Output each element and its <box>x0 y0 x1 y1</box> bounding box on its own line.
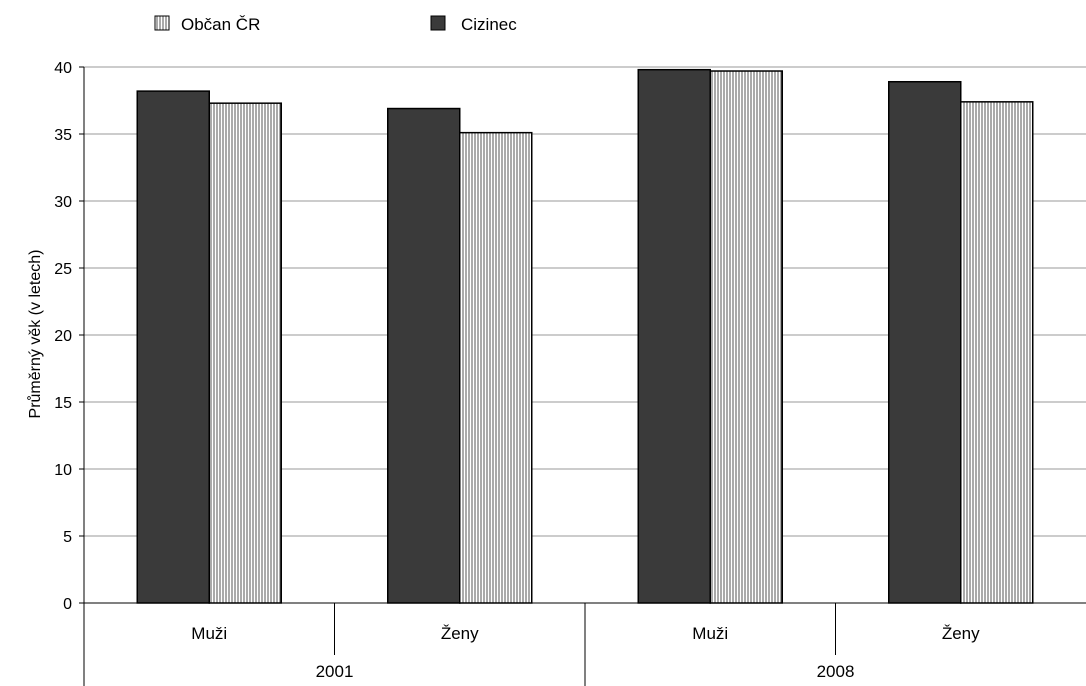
bar-obcan <box>208 102 282 604</box>
bar-obcan <box>960 101 1034 604</box>
y-tick-label: 20 <box>54 328 72 345</box>
y-tick-label: 15 <box>54 395 72 412</box>
x-category-label: Muži <box>692 624 728 643</box>
y-tick-label: 30 <box>54 194 72 211</box>
bar-obcan <box>709 70 783 604</box>
legend-swatch-cizinec <box>430 15 446 31</box>
y-tick-label: 0 <box>63 596 72 613</box>
y-axis-title: Průměrný věk (v letech) <box>26 250 44 419</box>
y-tick-label: 25 <box>54 261 72 278</box>
y-tick-label: 35 <box>54 127 72 144</box>
y-tick-label: 40 <box>54 60 72 77</box>
x-group-label: 2008 <box>817 662 855 681</box>
legend: Občan ČR Cizinec <box>154 15 517 34</box>
bar-cizinec <box>387 107 461 604</box>
bars <box>136 68 1034 604</box>
legend-item-obcan: Občan ČR <box>154 15 260 34</box>
axes <box>79 66 1086 686</box>
x-group-label: 2001 <box>316 662 354 681</box>
legend-swatch-obcan <box>154 15 170 31</box>
bar-cizinec <box>136 90 210 604</box>
legend-item-cizinec: Cizinec <box>430 15 517 34</box>
bar-obcan <box>459 131 533 604</box>
x-category-label: Ženy <box>441 624 479 643</box>
axis-labels: 0 5 10 15 20 25 30 35 40 Muži Ženy Muži Ženy 2001 2008 <box>54 60 980 681</box>
y-tick-label: 5 <box>63 529 72 546</box>
x-category-label: Muži <box>191 624 227 643</box>
legend-label-obcan: Občan ČR <box>181 15 260 34</box>
legend-label-cizinec: Cizinec <box>461 15 517 34</box>
y-tick-label: 10 <box>54 462 72 479</box>
bar-cizinec <box>888 80 962 604</box>
x-category-label: Ženy <box>942 624 980 643</box>
bar-cizinec <box>637 68 711 604</box>
